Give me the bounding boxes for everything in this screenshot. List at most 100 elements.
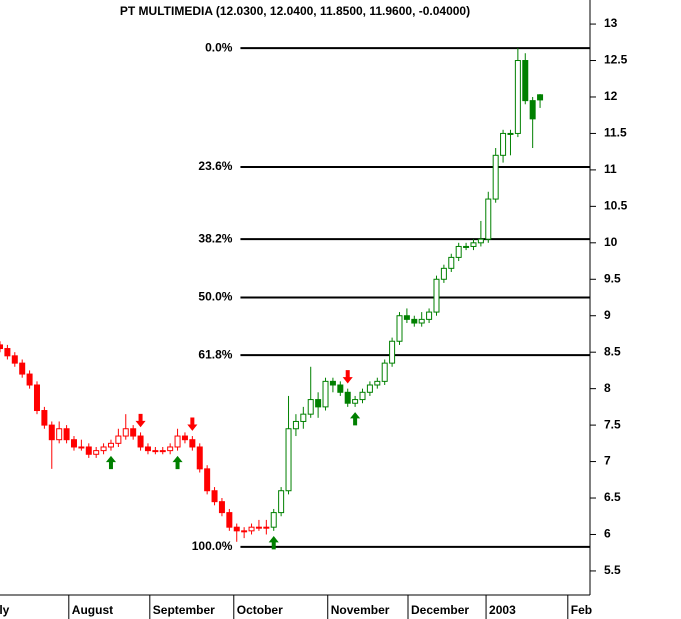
candle-body	[26, 373, 33, 386]
y-tick-label: 7.5	[604, 417, 621, 431]
y-tick-label: 11.5	[604, 126, 627, 140]
candle-body	[418, 318, 425, 324]
candle-body	[500, 132, 507, 156]
candle-body	[226, 512, 233, 528]
candle-body	[396, 315, 403, 342]
candle-body	[48, 424, 55, 441]
x-tick-label: September	[153, 603, 215, 617]
candle-body	[352, 399, 359, 404]
candle-body	[440, 267, 447, 280]
candle-body	[270, 512, 277, 528]
candle-body	[366, 384, 373, 393]
candle-body	[507, 132, 514, 135]
y-tick-label: 13	[604, 16, 618, 30]
candle-body	[167, 446, 174, 452]
y-tick-label: 6	[604, 527, 611, 541]
candle-body	[63, 428, 70, 441]
candle-body	[381, 362, 388, 382]
candle-body	[455, 245, 462, 258]
candle-body	[374, 380, 381, 386]
candle-body	[315, 399, 322, 408]
candle-body	[56, 428, 63, 441]
candle-body	[529, 100, 536, 120]
candle-body	[218, 501, 225, 514]
candle-body	[463, 245, 470, 248]
buy-arrow	[350, 412, 361, 426]
y-tick-label: 10.5	[604, 199, 628, 213]
candle-body	[211, 490, 218, 503]
y-tick-label: 9.5	[604, 271, 621, 285]
x-tick-label: October	[237, 603, 283, 617]
sell-arrow	[187, 417, 198, 431]
y-tick-label: 12	[604, 89, 618, 103]
candle-body	[93, 450, 100, 455]
candle-body	[300, 413, 307, 422]
candle-body	[389, 340, 396, 364]
candle-body	[285, 428, 292, 492]
y-tick-label: 7	[604, 454, 611, 468]
candle-body	[492, 154, 499, 200]
x-tick-label: August	[72, 603, 113, 617]
y-tick-label: 8	[604, 381, 611, 395]
y-tick-label: 11	[604, 162, 617, 176]
candle-body	[477, 238, 484, 244]
fib-label: 100.0%	[192, 539, 233, 553]
candle-body	[152, 450, 159, 453]
candle-body	[115, 435, 122, 444]
candle-body	[278, 490, 285, 514]
candle-body	[537, 94, 544, 101]
fib-label: 61.8%	[198, 347, 232, 361]
x-tick-label: 2003	[489, 603, 516, 617]
candle-body	[248, 526, 255, 532]
candle-body	[85, 446, 92, 455]
y-tick-label: 12.5	[604, 53, 628, 67]
candle-body	[189, 439, 196, 448]
candle-body	[19, 362, 26, 375]
candle-body	[307, 399, 314, 415]
candle-body	[322, 380, 329, 408]
y-tick-label: 5.5	[604, 563, 621, 577]
x-tick-label: ly	[0, 603, 10, 617]
fib-label: 0.0%	[205, 40, 233, 54]
candle-body	[33, 384, 40, 412]
candle-body	[514, 60, 521, 134]
candle-body	[359, 391, 366, 401]
candle-body	[433, 278, 440, 313]
candle-body	[70, 439, 77, 448]
candle-body	[130, 428, 137, 437]
sell-arrow	[342, 370, 353, 384]
candle-body	[411, 318, 418, 324]
buy-arrow	[268, 536, 279, 550]
candle-body	[100, 446, 107, 452]
x-tick-label: November	[331, 603, 390, 617]
y-tick-label: 10	[604, 235, 618, 249]
candle-body	[426, 311, 433, 320]
candle-body	[448, 256, 455, 269]
fib-label: 38.2%	[198, 231, 232, 245]
candle-body	[337, 384, 344, 393]
candle-body	[4, 348, 11, 357]
candle-body	[196, 446, 203, 470]
y-tick-label: 8.5	[604, 344, 621, 358]
candle-body	[263, 526, 270, 529]
candle-body	[485, 198, 492, 240]
candle-body	[255, 526, 262, 529]
candle-body	[159, 450, 166, 453]
candle-body	[144, 446, 151, 452]
candle-body	[181, 435, 188, 441]
y-tick-label: 6.5	[604, 490, 621, 504]
sell-arrow	[135, 413, 146, 428]
fib-label: 50.0%	[198, 290, 232, 304]
chart-title: PT MULTIMEDIA (12.0300, 12.0400, 11.8500…	[120, 4, 470, 18]
candle-body	[329, 380, 336, 386]
candle-body	[204, 468, 211, 492]
candle-body	[233, 526, 240, 532]
candle-body	[344, 391, 351, 404]
candle-body	[174, 435, 181, 448]
candle-body	[78, 446, 85, 449]
candle-body	[107, 442, 114, 448]
candle-body	[41, 410, 48, 426]
candle-body	[292, 420, 299, 430]
buy-arrow	[172, 455, 183, 470]
